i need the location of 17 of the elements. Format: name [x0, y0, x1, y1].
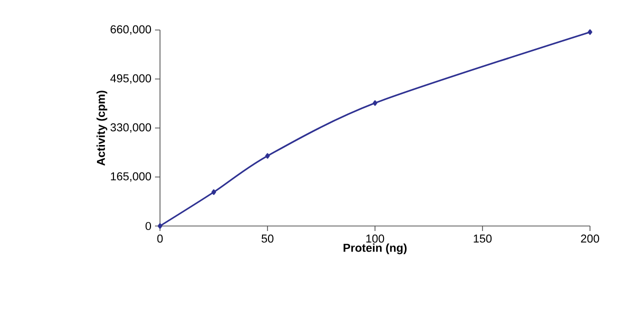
- y-tick-label: 0: [146, 222, 152, 230]
- point: [265, 153, 270, 159]
- x-axis-title: Protein (ng): [344, 243, 407, 254]
- y-axis-title: Activity (cpm): [96, 90, 108, 166]
- point: [158, 223, 162, 229]
- y-tick-label: 165,000: [110, 172, 152, 182]
- point: [372, 100, 378, 106]
- x-tick-label: 0: [157, 234, 163, 243]
- point: [211, 189, 216, 195]
- point: [588, 29, 592, 35]
- x-tick-label: 100: [366, 234, 384, 243]
- x-tick-label: 200: [581, 234, 600, 243]
- y-tick-label: 495,000: [110, 74, 152, 84]
- y-tick-label: 330,000: [110, 123, 152, 133]
- x-tick-label: 150: [474, 234, 492, 243]
- x-tick-label: 50: [262, 234, 274, 243]
- y-tick-label: 660,000: [110, 25, 152, 35]
